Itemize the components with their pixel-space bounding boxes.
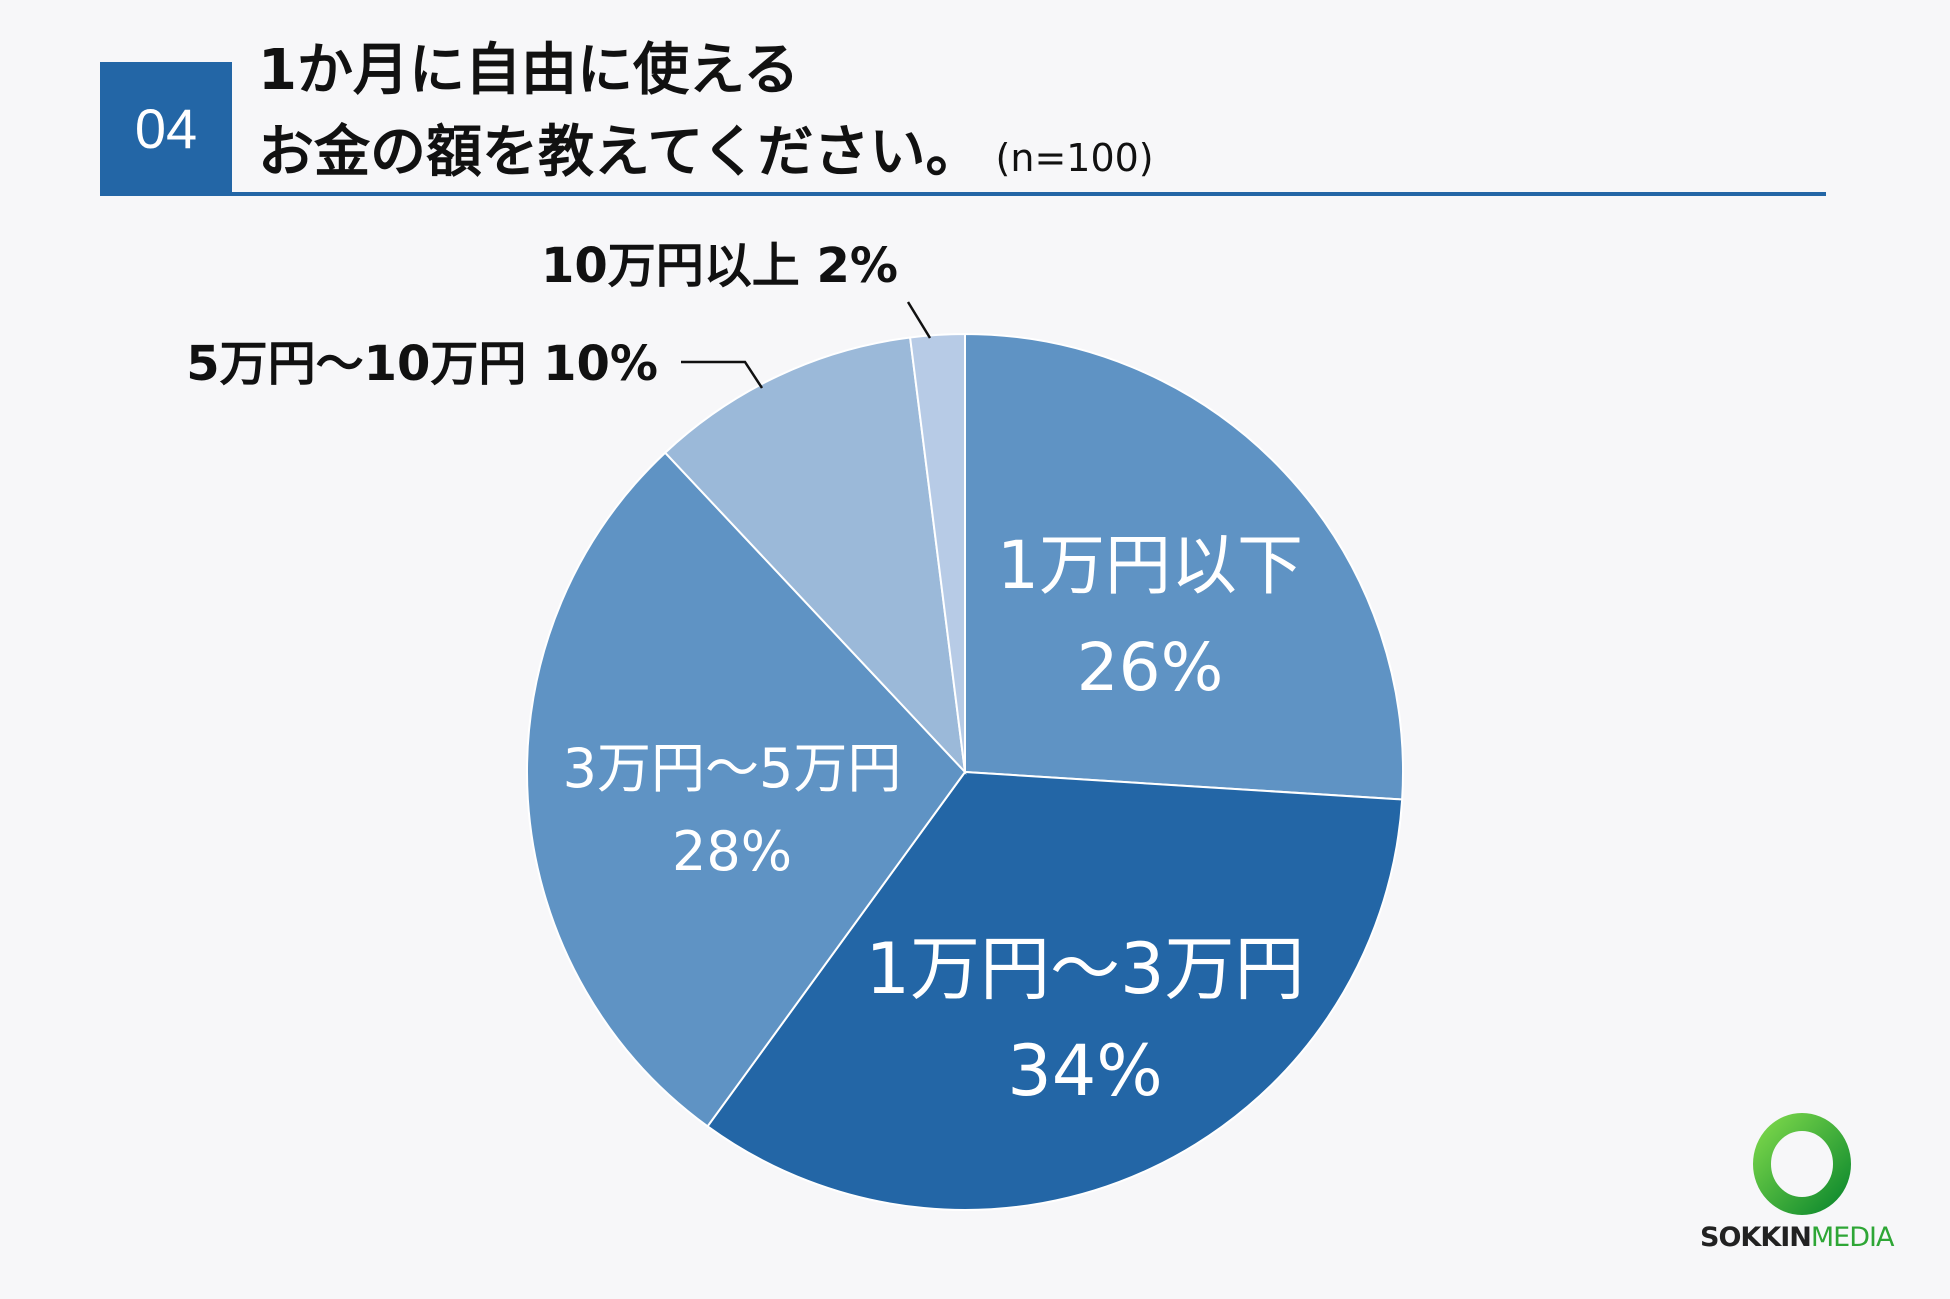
slice-label-4: 10万円以上 2% bbox=[541, 238, 898, 294]
pie-slice-3 bbox=[663, 336, 967, 775]
pie-slice-1 bbox=[706, 770, 1404, 1211]
label-slice-0: 1万円以下 26% bbox=[997, 527, 1303, 706]
slice-value-2: 28% bbox=[672, 820, 792, 883]
leader-line-4 bbox=[906, 301, 932, 339]
label-slice-3: 5万円〜10万円 10% bbox=[186, 336, 764, 392]
title-line-2-text: お金の額を教えてください。 bbox=[258, 120, 982, 185]
sample-size: (n=100) bbox=[995, 136, 1154, 180]
pie-slice-4 bbox=[908, 332, 966, 773]
sokkinmedia-logo bbox=[1753, 1113, 1851, 1215]
brand-name: SOKKINMEDIA bbox=[1700, 1222, 1894, 1253]
page-title: 1か月に自由に使える お金の額を教えてください。 (n=100) bbox=[258, 30, 1154, 199]
slice-label-0: 1万円以下 bbox=[997, 527, 1303, 604]
slice-value-0: 26% bbox=[1077, 629, 1224, 706]
pie-slice-2 bbox=[526, 451, 967, 1128]
leader-line-3 bbox=[681, 360, 764, 389]
label-slice-2: 3万円〜5万円 28% bbox=[563, 737, 902, 883]
pie-slice-0 bbox=[964, 332, 1404, 801]
pie-slices bbox=[526, 332, 1404, 1211]
slice-label-1: 1万円〜3万円 bbox=[865, 928, 1304, 1010]
slice-value-1: 34% bbox=[1007, 1030, 1163, 1112]
label-slice-1: 1万円〜3万円 34% bbox=[865, 928, 1304, 1112]
title-line-1: 1か月に自由に使える bbox=[258, 38, 800, 103]
title-line-2: お金の額を教えてください。 (n=100) bbox=[258, 112, 1154, 199]
slice-label-3: 5万円〜10万円 10% bbox=[186, 336, 658, 392]
label-slice-4: 10万円以上 2% bbox=[541, 238, 932, 339]
slice-label-2: 3万円〜5万円 bbox=[563, 737, 902, 800]
logo-ring-icon bbox=[1753, 1113, 1851, 1215]
question-number-badge: 04 bbox=[100, 62, 232, 194]
title-divider bbox=[100, 192, 1826, 196]
